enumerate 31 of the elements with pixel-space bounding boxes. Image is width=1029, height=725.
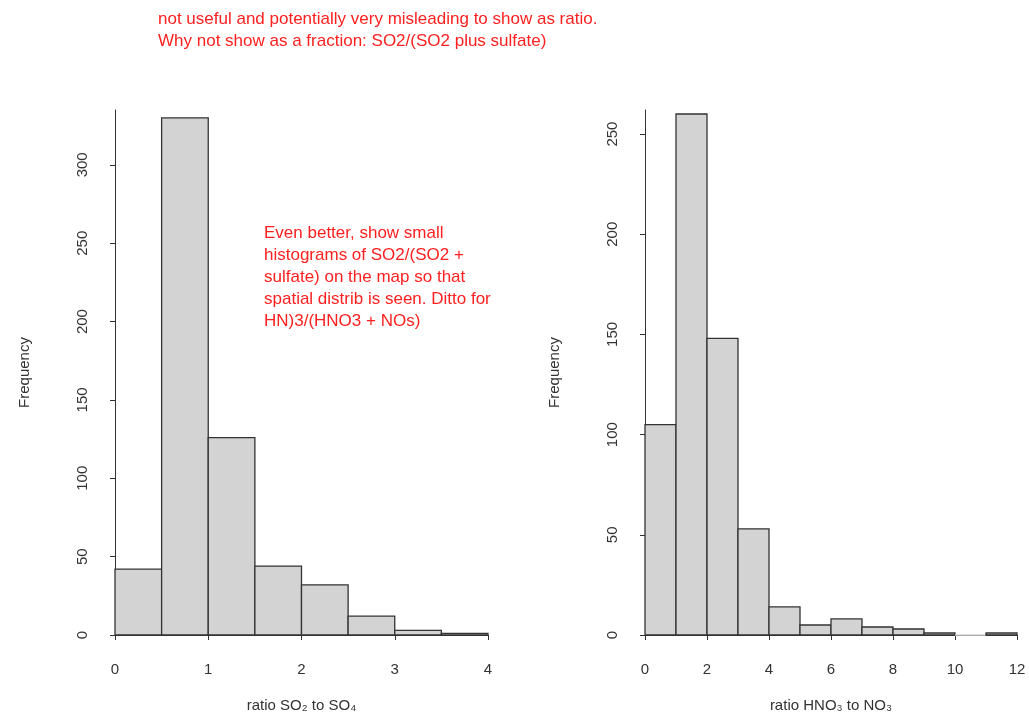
x-tick-label: 8 (888, 660, 898, 677)
y-tick-label: 150 (603, 321, 620, 347)
text: not useful and potentially very misleading to show as ratio. Why not show as a fraction: SO2/(SO2 plus sulfate) (158, 8, 599, 52)
y-tick-label: 50 (73, 548, 90, 565)
x-tick-label: 0 (640, 660, 650, 677)
y-tick-label: 0 (603, 630, 620, 640)
annotation: Even better, show small histograms of SO2/(SO2 + sulfate) on the map so that spatial distrib is seen. Ditto for HN)3/(HNO3 + NOs) (264, 222, 492, 332)
x-axis-title: ratio HNO₃ to NO₃ (769, 696, 893, 713)
y-tick-label: 100 (603, 422, 620, 448)
y-tick-label: 200 (603, 221, 620, 247)
x-tick-label: 2 (297, 660, 306, 677)
y-tick-label: 250 (603, 121, 620, 147)
x-tick-label: 2 (702, 660, 712, 677)
y-tick-label: 250 (73, 230, 90, 256)
y-tick-label: 200 (73, 309, 90, 335)
x-tick-label: 10 (946, 660, 964, 677)
y-tick-label: 150 (73, 387, 90, 413)
x-tick-label: 12 (1008, 660, 1026, 677)
x-axis-title: ratio SO₂ to SO₄ (246, 696, 357, 713)
y-tick-label: 300 (73, 152, 90, 178)
y-tick-label: 0 (73, 630, 90, 640)
y-tick-label: 50 (603, 526, 620, 544)
y-axis-title: Frequency (545, 336, 562, 408)
y-axis-title: Frequency (15, 336, 32, 408)
x-tick-label: 4 (483, 660, 493, 677)
x-tick-label: 1 (204, 660, 213, 677)
x-tick-label: 0 (110, 660, 120, 677)
x-tick-label: 3 (390, 660, 399, 677)
x-tick-label: 6 (826, 660, 836, 677)
y-tick-label: 100 (73, 465, 90, 491)
x-tick-label: 4 (764, 660, 774, 677)
